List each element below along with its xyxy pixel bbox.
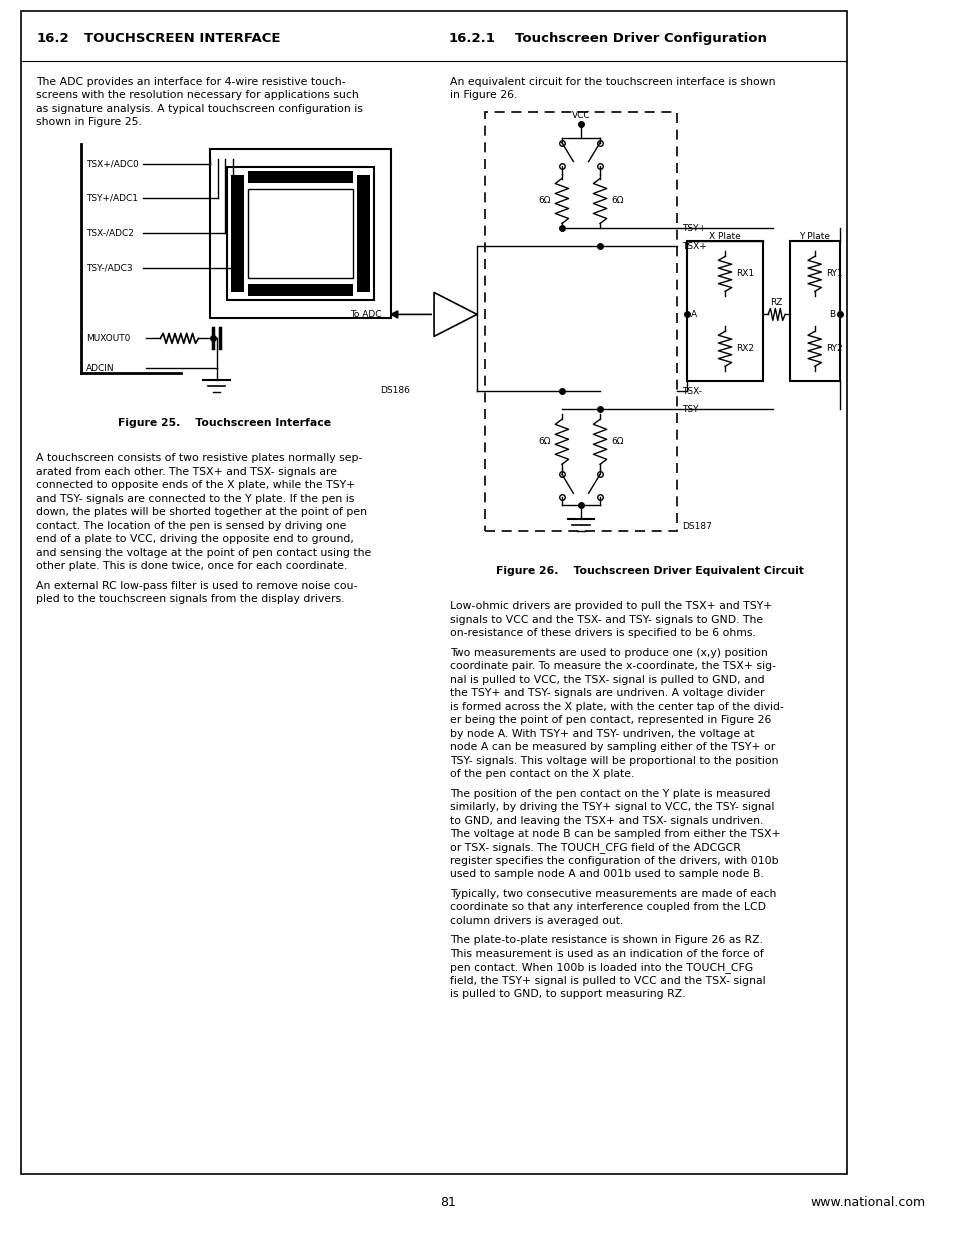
Text: used to sample node A and 001b used to sample node B.: used to sample node A and 001b used to s…: [450, 869, 763, 879]
Text: 81: 81: [440, 1195, 456, 1209]
Text: node A can be measured by sampling either of the TSY+ or: node A can be measured by sampling eithe…: [450, 742, 775, 752]
Text: DS187: DS187: [681, 522, 711, 531]
Text: This measurement is used as an indication of the force of: This measurement is used as an indicatio…: [450, 948, 763, 958]
Text: by node A. With TSY+ and TSY- undriven, the voltage at: by node A. With TSY+ and TSY- undriven, …: [450, 729, 754, 739]
Text: The plate-to-plate resistance is shown in Figure 26 as RZ.: The plate-to-plate resistance is shown i…: [450, 935, 762, 946]
Text: Two measurements are used to produce one (x,y) position: Two measurements are used to produce one…: [450, 647, 767, 658]
Text: TSY+/ADC1: TSY+/ADC1: [86, 194, 138, 203]
Text: Figure 25.    Touchscreen Interface: Figure 25. Touchscreen Interface: [117, 419, 331, 429]
Text: TSY+: TSY+: [681, 224, 705, 233]
Text: field, the TSY+ signal is pulled to VCC and the TSX- signal: field, the TSY+ signal is pulled to VCC …: [450, 976, 765, 986]
Text: pled to the touchscreen signals from the display drivers.: pled to the touchscreen signals from the…: [36, 594, 344, 604]
Text: ADCIN: ADCIN: [86, 364, 114, 373]
Bar: [356, 174, 370, 293]
Text: RX2: RX2: [736, 343, 754, 353]
Bar: [789, 242, 839, 382]
Text: RZ: RZ: [770, 298, 781, 308]
Text: 6Ω: 6Ω: [537, 437, 550, 446]
Text: Typically, two consecutive measurements are made of each: Typically, two consecutive measurements …: [450, 889, 776, 899]
Bar: [248, 284, 353, 296]
Bar: [210, 148, 391, 319]
Text: er being the point of pen contact, represented in Figure 26: er being the point of pen contact, repre…: [450, 715, 771, 725]
Text: 16.2: 16.2: [36, 32, 69, 46]
Text: arated from each other. The TSX+ and TSX- signals are: arated from each other. The TSX+ and TSX…: [36, 467, 337, 477]
Text: 6Ω: 6Ω: [611, 437, 623, 446]
Text: connected to opposite ends of the X plate, while the TSY+: connected to opposite ends of the X plat…: [36, 480, 355, 490]
Text: RX1: RX1: [736, 269, 754, 278]
Text: other plate. This is done twice, once for each coordinate.: other plate. This is done twice, once fo…: [36, 561, 347, 572]
Text: and TSY- signals are connected to the Y plate. If the pen is: and TSY- signals are connected to the Y …: [36, 494, 355, 504]
Text: nal is pulled to VCC, the TSX- signal is pulled to GND, and: nal is pulled to VCC, the TSX- signal is…: [450, 674, 764, 684]
Bar: [686, 242, 762, 382]
Text: end of a plate to VCC, driving the opposite end to ground,: end of a plate to VCC, driving the oppos…: [36, 535, 354, 545]
Text: An equivalent circuit for the touchscreen interface is shown: An equivalent circuit for the touchscree…: [450, 77, 775, 86]
Text: Touchscreen Driver Configuration: Touchscreen Driver Configuration: [515, 32, 766, 46]
Text: VCC: VCC: [571, 111, 590, 120]
Text: The ADC provides an interface for 4-wire resistive touch-: The ADC provides an interface for 4-wire…: [36, 77, 345, 86]
Bar: [484, 111, 677, 531]
Text: TSX-/ADC2: TSX-/ADC2: [86, 228, 133, 238]
Text: 16.2.1: 16.2.1: [448, 32, 495, 46]
Text: in Figure 26.: in Figure 26.: [450, 90, 517, 100]
Text: RY2: RY2: [825, 343, 841, 353]
Text: DS186: DS186: [380, 387, 410, 395]
Text: TOUCHSCREEN INTERFACE: TOUCHSCREEN INTERFACE: [84, 32, 280, 46]
Text: is formed across the X plate, with the center tap of the divid-: is formed across the X plate, with the c…: [450, 701, 783, 711]
Text: the TSY+ and TSY- signals are undriven. A voltage divider: the TSY+ and TSY- signals are undriven. …: [450, 688, 764, 698]
Bar: [227, 167, 374, 300]
Text: screens with the resolution necessary for applications such: screens with the resolution necessary fo…: [36, 90, 358, 100]
Text: A: A: [690, 310, 696, 319]
Text: to GND, and leaving the TSX+ and TSX- signals undriven.: to GND, and leaving the TSX+ and TSX- si…: [450, 815, 762, 825]
Text: TSX-: TSX-: [681, 387, 701, 396]
Text: coordinate so that any interference coupled from the LCD: coordinate so that any interference coup…: [450, 903, 765, 913]
Bar: [248, 170, 353, 183]
Text: of the pen contact on the X plate.: of the pen contact on the X plate.: [450, 769, 634, 779]
Text: pen contact. When 100b is loaded into the TOUCH_CFG: pen contact. When 100b is loaded into th…: [450, 962, 753, 973]
Text: B: B: [829, 310, 835, 319]
Text: To ADC: To ADC: [350, 310, 381, 319]
Text: TSY- signals. This voltage will be proportional to the position: TSY- signals. This voltage will be propo…: [450, 756, 778, 766]
Text: contact. The location of the pen is sensed by driving one: contact. The location of the pen is sens…: [36, 521, 346, 531]
Text: or TSX- signals. The TOUCH_CFG field of the ADCGCR: or TSX- signals. The TOUCH_CFG field of …: [450, 842, 740, 853]
Text: is pulled to GND, to support measuring RZ.: is pulled to GND, to support measuring R…: [450, 989, 685, 999]
Text: down, the plates will be shorted together at the point of pen: down, the plates will be shorted togethe…: [36, 508, 367, 517]
Text: TSY-/ADC3: TSY-/ADC3: [86, 264, 132, 273]
Text: column drivers is averaged out.: column drivers is averaged out.: [450, 916, 623, 926]
Text: X Plate: X Plate: [708, 232, 740, 242]
Text: A touchscreen consists of two resistive plates normally sep-: A touchscreen consists of two resistive …: [36, 453, 362, 463]
Text: similarly, by driving the TSY+ signal to VCC, the TSY- signal: similarly, by driving the TSY+ signal to…: [450, 802, 774, 813]
Text: TSX+/ADC0: TSX+/ADC0: [86, 159, 138, 168]
Text: Figure 26.    Touchscreen Driver Equivalent Circuit: Figure 26. Touchscreen Driver Equivalent…: [496, 566, 802, 577]
Text: coordinate pair. To measure the x-coordinate, the TSX+ sig-: coordinate pair. To measure the x-coordi…: [450, 661, 776, 671]
Text: The position of the pen contact on the Y plate is measured: The position of the pen contact on the Y…: [450, 788, 770, 799]
Text: TSY-: TSY-: [681, 405, 700, 414]
Bar: [248, 189, 353, 278]
Text: shown in Figure 25.: shown in Figure 25.: [36, 117, 142, 127]
Text: as signature analysis. A typical touchscreen configuration is: as signature analysis. A typical touchsc…: [36, 104, 363, 114]
Text: CP3BT26: CP3BT26: [891, 551, 909, 634]
Text: An external RC low-pass filter is used to remove noise cou-: An external RC low-pass filter is used t…: [36, 580, 357, 590]
Text: TSX+: TSX+: [681, 242, 706, 251]
Bar: [231, 174, 244, 293]
Text: 6Ω: 6Ω: [537, 196, 550, 205]
Text: Low-ohmic drivers are provided to pull the TSX+ and TSY+: Low-ohmic drivers are provided to pull t…: [450, 601, 772, 611]
Text: 6Ω: 6Ω: [611, 196, 623, 205]
Text: and sensing the voltage at the point of pen contact using the: and sensing the voltage at the point of …: [36, 547, 371, 558]
Text: The voltage at node B can be sampled from either the TSX+: The voltage at node B can be sampled fro…: [450, 829, 781, 839]
Text: RY1: RY1: [825, 269, 842, 278]
Text: www.national.com: www.national.com: [809, 1195, 924, 1209]
Text: register specifies the configuration of the drivers, with 010b: register specifies the configuration of …: [450, 856, 778, 866]
Text: Y Plate: Y Plate: [799, 232, 829, 242]
Text: on-resistance of these drivers is specified to be 6 ohms.: on-resistance of these drivers is specif…: [450, 629, 756, 638]
Text: MUXOUT0: MUXOUT0: [86, 333, 131, 343]
Text: signals to VCC and the TSX- and TSY- signals to GND. The: signals to VCC and the TSX- and TSY- sig…: [450, 615, 762, 625]
